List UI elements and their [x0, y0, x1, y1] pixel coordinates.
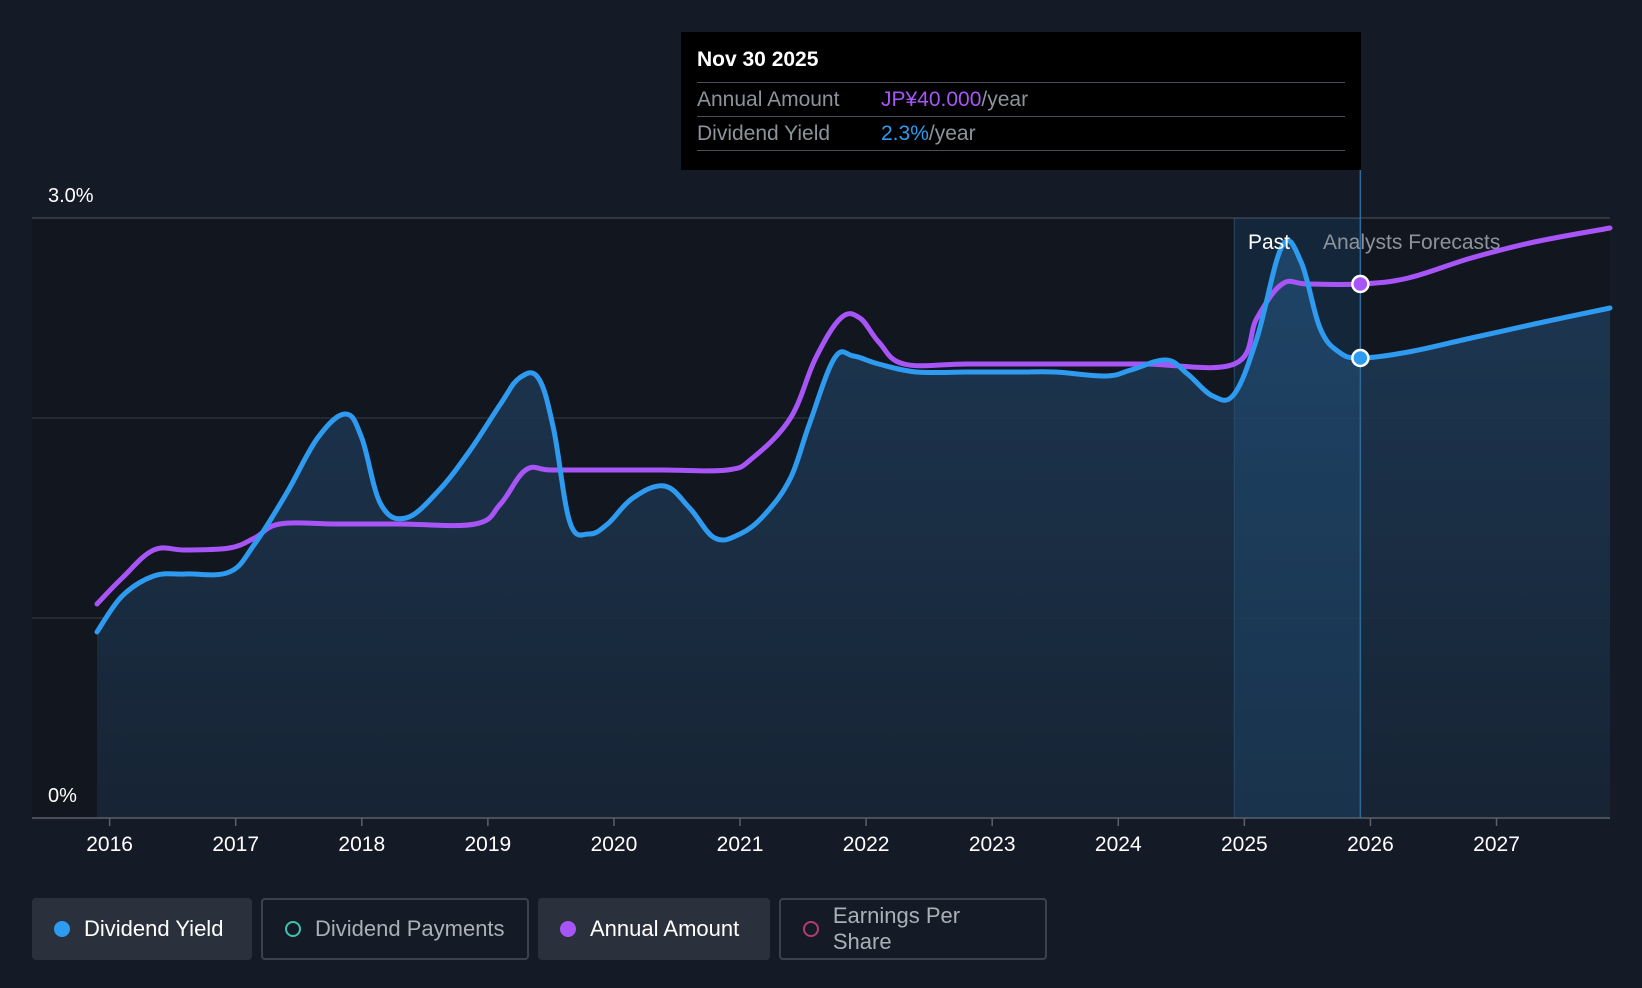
legend-dividend-payments[interactable]: Dividend Payments: [261, 898, 529, 960]
dividend-yield-area: [97, 240, 1610, 818]
tooltip-yield-label: Dividend Yield: [697, 122, 831, 145]
legend-earnings-per-share-label: Earnings Per Share: [832, 903, 961, 954]
tooltip-yield-row: Dividend Yield 2.3% /year: [697, 116, 1345, 151]
annual-amount-line: [94, 225, 1613, 607]
y-tick-label-zero: 0%: [48, 785, 77, 807]
x-tick-label: 2019: [464, 833, 511, 856]
annual-amount-dot-icon: [560, 921, 576, 937]
dividend-yield-dot-icon: [54, 921, 70, 937]
tooltip-annual-row: Annual Amount JP¥40.000 /year: [697, 82, 1345, 116]
legend-earnings-per-share[interactable]: Earnings Per Share: [779, 898, 1047, 960]
x-tick-label: 2027: [1473, 833, 1520, 856]
tooltip-annual-unit: /year: [981, 88, 1029, 111]
tooltip-yield-unit: /year: [928, 122, 976, 145]
tooltip: Nov 30 2025 Annual Amount JP¥40.000 /yea…: [681, 32, 1361, 170]
x-tick-label: 2020: [591, 833, 638, 856]
tooltip-yield-value: 2.3%: [881, 122, 929, 145]
tooltip-annual-label: Annual Amount: [697, 88, 840, 111]
forecast-label: Analysts Forecasts: [1323, 231, 1500, 254]
legend-dividend-yield-label: Dividend Yield: [84, 916, 224, 941]
x-tick-label: 2017: [212, 833, 259, 856]
legend-annual-amount-label: Annual Amount: [590, 916, 740, 941]
x-tick-label: 2024: [1095, 833, 1142, 856]
earnings-per-share-ring-icon: [803, 921, 819, 937]
tooltip-annual-value: JP¥40.000: [881, 88, 982, 111]
dividend-yield-marker: [1351, 348, 1370, 368]
x-tick-label: 2023: [969, 833, 1016, 856]
past-label: Past: [1248, 231, 1290, 254]
x-tick-label: 2022: [843, 833, 890, 856]
annual-amount-marker: [1351, 274, 1370, 294]
dividend-payments-ring-icon: [285, 921, 301, 937]
past-highlight-band: [1234, 218, 1361, 818]
legend-dividend-yield[interactable]: Dividend Yield: [32, 898, 252, 960]
tooltip-date: Nov 30 2025: [697, 48, 819, 71]
x-tick-label: 2026: [1347, 833, 1394, 856]
y-tick-label-top: 3.0%: [48, 185, 94, 207]
x-tick-label: 2016: [86, 833, 133, 856]
legend-annual-amount[interactable]: Annual Amount: [538, 898, 770, 960]
dividend-chart: 2016 2017 2018 2019 2020 2021 2022 2023 2024 2025…: [32, 170, 1613, 856]
x-tick-label: 2018: [338, 833, 385, 856]
x-tick-label: 2021: [717, 833, 764, 856]
dividend-yield-line: [94, 238, 1613, 635]
legend: Dividend Yield Dividend Payments Annual …: [32, 898, 1047, 960]
x-tick-label: 2025: [1221, 833, 1268, 856]
legend-dividend-payments-label: Dividend Payments: [315, 916, 505, 941]
